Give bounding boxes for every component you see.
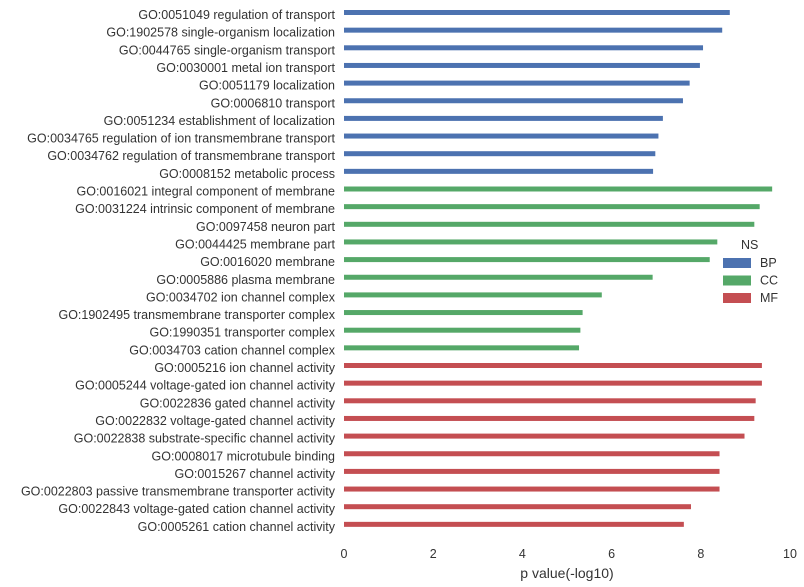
x-tick-label: 8 [697,547,704,561]
category-labels-group: GO:0051049 regulation of transport GO:190… [21,8,336,534]
legend-swatch-mf [723,293,751,303]
category-label-go-0034703: GO:0034703 cation channel complex [129,343,335,357]
category-label-go-0022836: GO:0022836 gated channel activity [140,396,336,410]
bar-go-0022836 [344,398,756,404]
category-label-go-0022832: GO:0022832 voltage-gated channel activit… [95,414,335,428]
category-label-go-0034702: GO:0034702 ion channel complex [146,290,336,304]
legend-swatch-bp [723,258,751,268]
legend-swatch-cc [723,275,751,286]
bar-go-0022838 [344,433,745,439]
bar-go-0031224 [344,204,760,210]
x-tick-label: 4 [519,547,526,561]
category-label-go-0016021: GO:0016021 integral component of membran… [77,185,336,199]
bar-go-0008017 [344,451,720,457]
bar-go-0015267 [344,468,720,474]
bar-go-0008152 [344,168,654,174]
bar-go-0022803 [344,486,720,492]
category-label-go-0005261: GO:0005261 cation channel activity [138,520,336,534]
bar-go-0022843 [344,504,691,510]
bars-group [344,10,773,527]
category-label-go-0008017: GO:0008017 microtubule binding [152,449,336,463]
category-label-go-0097458: GO:0097458 neuron part [196,220,336,234]
category-label-go-0008152: GO:0008152 metabolic process [159,167,335,181]
bar-go-0051179 [344,80,690,86]
category-label-go-1990351: GO:1990351 transporter complex [149,326,335,340]
category-label-go-0005216: GO:0005216 ion channel activity [154,361,335,375]
bar-go-0034762 [344,151,656,157]
bar-go-0022832 [344,415,755,421]
category-label-go-0022843: GO:0022843 voltage-gated cation channel … [58,502,335,516]
category-label-go-0031224: GO:0031224 intrinsic component of membra… [75,202,335,216]
category-label-go-0022838: GO:0022838 substrate-specific channel ac… [74,432,336,446]
bar-go-1902495 [344,310,583,316]
category-label-go-0034765: GO:0034765 regulation of ion transmembra… [27,132,335,146]
legend: NS BP CC MF [723,238,778,305]
category-label-go-0022803: GO:0022803 passive transmembrane transpo… [21,485,336,499]
bar-go-0097458 [344,221,755,227]
bar-go-0051234 [344,115,663,121]
bar-go-0034703 [344,345,580,351]
category-label-go-0051234: GO:0051234 establishment of localization [104,114,335,128]
category-label-go-0044425: GO:0044425 membrane part [175,237,335,251]
bar-go-1902578 [344,27,723,33]
category-label-go-0051049: GO:0051049 regulation of transport [138,8,335,22]
category-label-go-0016020: GO:0016020 membrane [200,255,335,269]
bar-go-0005886 [344,274,653,280]
legend-label-bp: BP [760,256,777,270]
x-tick-label: 0 [341,547,348,561]
category-label-go-0051179: GO:0051179 localization [199,79,335,93]
category-label-go-0034762: GO:0034762 regulation of transmembrane t… [47,149,335,163]
bar-go-0030001 [344,62,700,68]
bar-go-0006810 [344,98,683,104]
x-tick-label: 6 [608,547,615,561]
x-axis-ticks-group: 0 2 4 6 8 10 [341,547,797,561]
bar-go-0034765 [344,133,659,139]
category-label-go-1902495: GO:1902495 transmembrane transporter com… [58,308,335,322]
category-label-go-0005244: GO:0005244 voltage-gated ion channel act… [75,379,336,393]
bar-go-0016020 [344,257,710,263]
bar-go-0044425 [344,239,718,245]
legend-title: NS [741,238,758,252]
bar-go-0005216 [344,363,762,368]
category-label-go-0015267: GO:0015267 channel activity [174,467,335,481]
legend-label-cc: CC [760,274,778,288]
legend-entries: BP CC MF [723,256,778,305]
category-label-go-0044765: GO:0044765 single-organism transport [119,43,336,57]
bar-go-0005261 [344,521,684,527]
bar-go-0044765 [344,45,704,51]
bar-go-1990351 [344,327,581,333]
legend-label-mf: MF [760,291,778,305]
category-label-go-0030001: GO:0030001 metal ion transport [156,61,335,75]
bar-go-0034702 [344,292,602,298]
bar-go-0005244 [344,380,762,386]
category-label-go-1902578: GO:1902578 single-organism localization [106,26,335,40]
category-label-go-0005886: GO:0005886 plasma membrane [156,273,335,287]
x-tick-label: 2 [430,547,437,561]
category-label-go-0006810: GO:0006810 transport [211,96,336,110]
bar-go-0051049 [344,10,730,15]
x-axis-label: p value(-log10) [520,565,613,581]
x-tick-label: 10 [783,547,797,561]
bar-go-0016021 [344,186,773,192]
